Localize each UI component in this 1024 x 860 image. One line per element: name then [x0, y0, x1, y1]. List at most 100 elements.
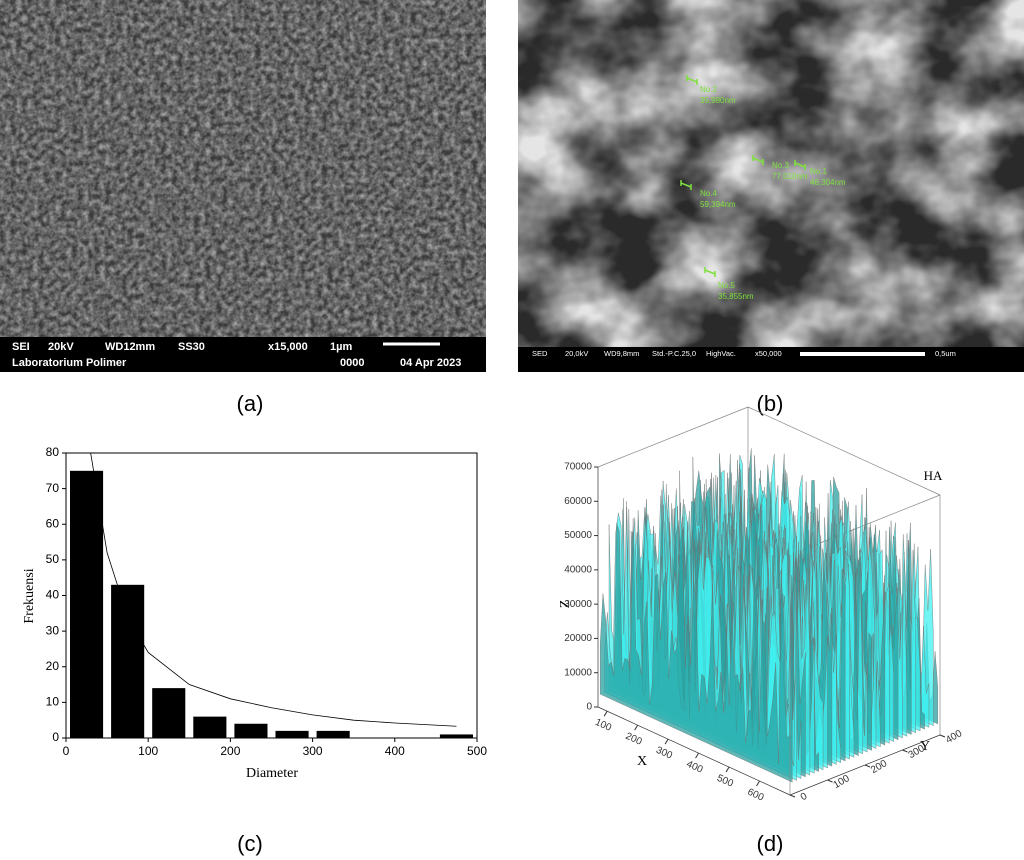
x-tick	[603, 710, 608, 717]
bar	[316, 730, 350, 738]
z-tick-label: 20000	[564, 633, 592, 644]
measure-marker	[794, 160, 806, 170]
x-tick-label: 600	[746, 787, 766, 804]
sem-info: 20,0kV	[565, 349, 588, 358]
y-tick-label: 60	[46, 516, 60, 530]
x-tick	[664, 738, 669, 745]
y-tick-label: 0	[52, 730, 59, 744]
x-tick-label: 100	[138, 744, 158, 758]
y-tick-label: 10	[46, 695, 60, 709]
sem-info: HighVac.	[706, 349, 736, 358]
z-axis-label: Z	[558, 600, 573, 609]
sem-info: 04 Apr 2023	[400, 357, 461, 369]
fit-curve	[90, 453, 457, 727]
sem-info: 1µm	[330, 341, 352, 353]
measure-size: 59,394nm	[700, 200, 736, 209]
bar	[439, 734, 473, 738]
measure-label: No.5	[718, 281, 735, 290]
x-axis-label: Diameter	[246, 766, 298, 781]
z-tick-label: 70000	[564, 462, 592, 473]
measure-label: No.2	[700, 85, 717, 94]
sem-info: x15,000	[268, 341, 308, 353]
z-tick-label: 60000	[564, 496, 592, 507]
x-tick	[756, 780, 760, 787]
bar	[111, 584, 145, 738]
caption: (b)	[757, 391, 784, 416]
y-tick-label: 50	[46, 552, 60, 566]
y-axis-label: Frekuensi	[22, 568, 37, 623]
z-tick-label: 40000	[564, 564, 592, 575]
y-tick	[939, 734, 946, 738]
sem-info: WD12mm	[105, 341, 155, 353]
histogram: Diameter Frekuensi 0 100 200 300 400 500 0 10 20…	[22, 445, 487, 781]
y-tick-label: 20	[46, 659, 60, 673]
measure-marker	[752, 155, 764, 165]
x-tick-label: 500	[715, 773, 735, 790]
x-tick-label: 300	[654, 745, 674, 762]
z-tick-label: 0	[586, 702, 592, 713]
x-tick-label: 200	[624, 731, 644, 748]
bar	[193, 716, 227, 738]
sem-info: SED	[532, 349, 548, 358]
y-tick-label: 0	[799, 791, 810, 804]
sem-info: 20kV	[48, 341, 74, 353]
measure-label: No.1	[810, 167, 827, 176]
y-tick-label: 30	[46, 623, 60, 637]
box-edge	[747, 406, 941, 496]
x-tick-label: 400	[685, 759, 705, 776]
x-tick-label: 200	[220, 744, 240, 758]
caption: (d)	[757, 831, 784, 856]
box-edge	[597, 406, 749, 468]
measure-label: No.4	[700, 189, 717, 198]
sem-image-a: SEI 20kV WD12mm SS30 x15,000 1µm Laborat…	[0, 0, 486, 372]
z-tick-label: 10000	[564, 667, 592, 678]
x-tick-label: 500	[467, 744, 487, 758]
z-tick-label: 50000	[564, 530, 592, 541]
x-tick-label: 0	[63, 744, 70, 758]
x-tick	[634, 724, 639, 731]
sem-info: 0000	[340, 357, 364, 369]
sem-info: WD9,8mm	[604, 349, 639, 358]
sem-info: Std.-P.C.25,0	[652, 349, 696, 358]
sem-info: x50,000	[755, 349, 782, 358]
y-tick-label: 200	[869, 758, 889, 776]
y-tick-label: 80	[46, 445, 60, 459]
bar	[70, 470, 104, 738]
measure-size: 35,980nm	[700, 96, 736, 105]
measure-marker	[704, 267, 716, 277]
sem-info: Laboratorium Polimer	[12, 357, 127, 369]
y-tick-label: 70	[46, 481, 60, 495]
chart-title: HA	[924, 468, 943, 483]
sem-image-b: SED 20,0kV WD9,8mm Std.-P.C.25,0 HighVac…	[518, 0, 1024, 372]
y-tick	[789, 794, 796, 798]
x-axis	[597, 706, 791, 796]
bar	[275, 730, 309, 738]
x-tick	[725, 766, 730, 773]
y-tick	[864, 764, 871, 768]
sem-info: 0,5um	[935, 349, 956, 358]
y-tick-label: 40	[46, 588, 60, 602]
x-tick-label: 300	[303, 744, 323, 758]
y-tick	[827, 779, 833, 783]
measure-size: 46,304nm	[810, 178, 846, 187]
measure-size: 35,855nm	[718, 292, 754, 301]
x-tick-label: 100	[593, 717, 613, 734]
measure-marker	[680, 180, 692, 190]
z-tick-label: 30000	[564, 599, 592, 610]
x-axis-label: X	[637, 754, 647, 769]
measure-label: No.3	[772, 161, 789, 170]
caption: (a)	[237, 391, 264, 416]
surface-plot: HA Z X Y 0 10000 20000 30000 40000 50000 60000…	[558, 406, 964, 804]
sem-info: SS30	[178, 341, 205, 353]
sem-info: SEI	[12, 341, 30, 353]
bar	[152, 688, 186, 738]
y-tick-label: 100	[832, 773, 852, 791]
bar	[234, 723, 268, 738]
measure-marker	[686, 75, 698, 85]
y-tick-label: 400	[944, 728, 964, 746]
y-axis-label: Y	[920, 739, 930, 754]
caption: (c)	[237, 831, 263, 856]
x-tick-label: 400	[385, 744, 405, 758]
